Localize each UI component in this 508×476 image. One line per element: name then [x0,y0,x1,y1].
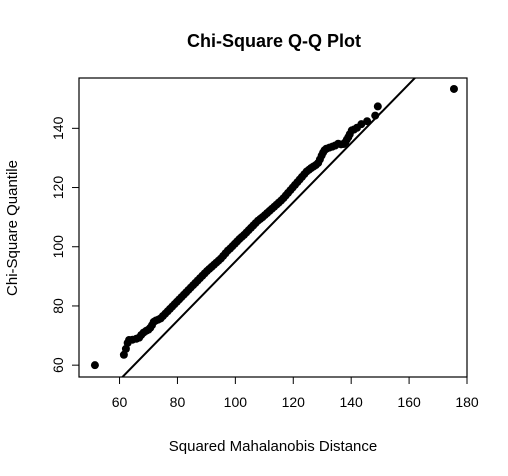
data-point [373,102,382,111]
y-axis-label: Chi-Square Quantile [4,160,21,296]
y-tick-label: 140 [50,116,66,140]
reference-line [121,78,417,377]
x-tick-label: 160 [397,394,421,410]
data-point [90,361,99,370]
x-tick-label: 60 [112,394,128,410]
data-point [363,117,372,126]
data-point [371,111,380,120]
x-tick-label: 100 [224,394,248,410]
x-tick-label: 180 [455,394,479,410]
x-tick-label: 80 [170,394,186,410]
x-tick-label: 140 [339,394,363,410]
y-tick-label: 120 [50,176,66,200]
chart-title: Chi-Square Q-Q Plot [187,31,361,51]
data-point [449,84,458,93]
x-axis-label: Squared Mahalanobis Distance [169,438,377,455]
y-tick-label: 60 [50,357,66,373]
plot-area: 60 80 100 120 140 160 180 60 80 100 120 140 [50,77,479,410]
plot-frame [78,77,468,378]
x-tick-label: 120 [282,394,306,410]
y-tick-label: 80 [50,298,66,314]
y-tick-label: 100 [50,235,66,259]
